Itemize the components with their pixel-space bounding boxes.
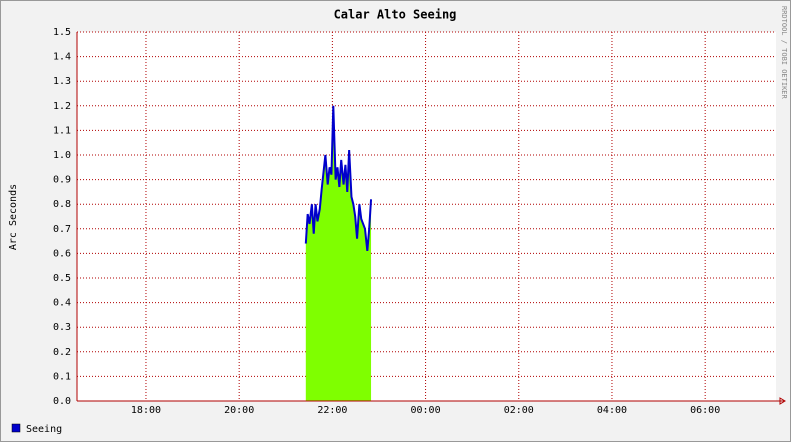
line [304,105,373,252]
y-tick-label: 1.2 [53,101,71,112]
y-tick-label: 0.7 [53,224,71,235]
x-tick-label: 06:00 [690,405,720,416]
legend-label: Seeing [26,424,62,435]
area [305,105,372,402]
y-tick-label: 1.0 [53,150,71,161]
x-tick-label: 02:00 [504,405,534,416]
legend-swatch [11,423,21,433]
y-tick-label: 0.2 [53,347,71,358]
y-tick-label: 0.6 [53,248,71,259]
y-tick-label: 0.8 [53,199,71,210]
y-tick-label: 1.4 [53,52,71,63]
x-tick-label: 04:00 [597,405,627,416]
x-tick-label: 22:00 [317,405,347,416]
y-tick-label: 0.9 [53,175,71,186]
watermark: RRDTOOL / TOBI OETIKER [780,6,788,100]
y-tick-label: 1.5 [53,27,71,38]
chart-title: Calar Alto Seeing [334,8,457,22]
x-tick-label: 18:00 [131,405,161,416]
x-tick-label: 20:00 [224,405,254,416]
y-tick-label: 0.1 [53,371,71,382]
x-tick-label: 00:00 [411,405,441,416]
y-tick-label: 0.3 [53,322,71,333]
y-tick-label: 1.1 [53,125,71,136]
y-axis-label: Arc Seconds [8,184,19,250]
x-axis-arrow [779,397,786,405]
y-tick-label: 0.0 [53,396,71,407]
y-tick-label: 0.4 [53,298,71,309]
y-tick-label: 1.3 [53,76,71,87]
y-tick-label: 0.5 [53,273,71,284]
plot-area [77,32,776,401]
